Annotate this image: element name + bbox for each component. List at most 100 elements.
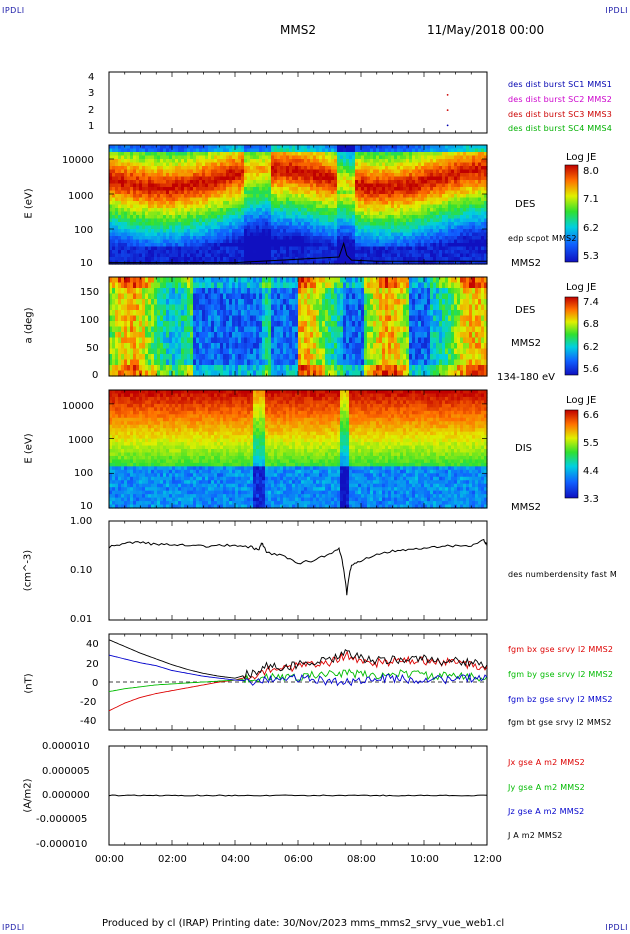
footer-credit: Produced by cl (IRAP) Printing date: 30/… xyxy=(102,918,505,929)
xtick-0800: 08:00 xyxy=(347,854,376,865)
p2-ytick-100: 100 xyxy=(74,225,94,236)
p5-legend: des numberdensity fast M xyxy=(508,570,617,579)
p1-frame xyxy=(108,71,488,134)
p4-colorbar-tick-2: 4.4 xyxy=(583,466,599,477)
corner-mark-top-right: IPDLI xyxy=(605,6,628,15)
p7-ytick-0: 0.000010 xyxy=(42,741,90,752)
p3-ytick-150: 150 xyxy=(80,287,100,298)
p4-sc: MMS2 xyxy=(511,502,541,513)
corner-mark-bottom-left: IPDLI xyxy=(2,923,25,932)
p2-colorbar-tick-2: 6.2 xyxy=(583,223,599,234)
dis-energy-spectrogram xyxy=(109,390,488,509)
p7-ylabel: (A/m2) xyxy=(22,778,34,813)
p6-legend-by: fgm by gse srvy l2 MMS2 xyxy=(508,670,614,679)
p7-legend-jy: Jy gse A m2 MMS2 xyxy=(508,783,585,792)
p2-colorbar-title: Log JE xyxy=(566,152,597,163)
p7-legend-j: J A m2 MMS2 xyxy=(508,831,563,840)
xtick-0200: 02:00 xyxy=(158,854,187,865)
p5-ytick-01: 0.10 xyxy=(70,565,93,576)
p6-legend-bt: fgm bt gse srvy l2 MMS2 xyxy=(508,718,612,727)
p7-ytick-3: -0.000005 xyxy=(36,814,88,825)
p7-legend-jz: Jz gse A m2 MMS2 xyxy=(508,807,585,816)
p3-colorbar-tick-1: 6.8 xyxy=(583,319,599,330)
p4-ylabel: E (eV) xyxy=(23,433,35,464)
burst-marker-1 xyxy=(446,109,449,112)
p3-colorbar xyxy=(564,296,579,376)
p2-colorbar-tick-1: 7.1 xyxy=(583,194,599,205)
p1-ytick-1: 1 xyxy=(88,121,95,132)
p4-ytick-10000: 10000 xyxy=(62,401,94,412)
p2-ytick-10000: 10000 xyxy=(62,155,94,166)
date-time: 11/May/2018 00:00 xyxy=(427,23,545,37)
p5-ytick-001: 0.01 xyxy=(70,614,93,625)
p2-overlay-label: edp scpot MMS2 xyxy=(508,234,577,243)
p2-colorbar-tick-0: 8.0 xyxy=(583,166,599,177)
p3-ylabel: a (deg) xyxy=(23,307,35,344)
xtick-1000: 10:00 xyxy=(410,854,439,865)
p4-colorbar-tick-0: 6.6 xyxy=(583,410,599,421)
p3-colorbar-title: Log JE xyxy=(566,282,597,293)
p5-ylabel: (cm^-3) xyxy=(22,549,34,592)
p1-ytick-2: 2 xyxy=(88,105,95,116)
p4-colorbar-title: Log JE xyxy=(566,395,597,406)
spacecraft-title: MMS2 xyxy=(280,23,316,37)
p6-ytick-m40: -40 xyxy=(80,716,97,727)
p3-instrument: DES xyxy=(515,305,536,316)
p2-ytick-10: 10 xyxy=(80,258,93,269)
p1-legend-mms3: des dist burst SC3 MMS3 xyxy=(508,110,613,119)
p2-colorbar xyxy=(564,164,579,263)
p4-ytick-10: 10 xyxy=(80,501,93,512)
burst-marker-2 xyxy=(446,124,449,127)
bfield-line-0 xyxy=(108,650,488,712)
scpot-line xyxy=(109,241,487,264)
p6-legend-bz: fgm bz gse srvy l2 MMS2 xyxy=(508,695,613,704)
p1-ytick-3: 3 xyxy=(88,88,95,99)
p5-frame xyxy=(108,520,488,621)
p6-ytick-20: 20 xyxy=(86,659,99,670)
p4-ytick-1000: 1000 xyxy=(68,435,94,446)
p4-colorbar-tick-1: 5.5 xyxy=(583,438,599,449)
xtick-1200: 12:00 xyxy=(473,854,502,865)
current-line xyxy=(108,794,488,797)
p4-ytick-100: 100 xyxy=(74,468,94,479)
p6-ytick-40: 40 xyxy=(86,639,99,650)
p6-legend-bx: fgm bx gse srvy l2 MMS2 xyxy=(508,645,614,654)
p2-instrument: DES xyxy=(515,199,536,210)
p1-legend-mms4: des dist burst SC4 MMS4 xyxy=(508,124,613,133)
p3-sc: MMS2 xyxy=(511,338,541,349)
p7-legend-jx: Jx gse A m2 MMS2 xyxy=(508,758,585,767)
des-pitch-angle-spectrogram xyxy=(109,277,488,377)
p2-ytick-1000: 1000 xyxy=(68,191,94,202)
bfield-line-2 xyxy=(108,654,488,687)
p1-legend-mms1: des dist burst SC1 MMS1 xyxy=(508,80,613,89)
p6-ylabel: (nT) xyxy=(23,673,35,694)
p3-colorbar-tick-3: 5.6 xyxy=(583,364,599,375)
p5-ytick-1: 1.00 xyxy=(70,516,93,527)
corner-mark-bottom-right: IPDLI xyxy=(605,923,628,932)
bfield-line-3 xyxy=(108,639,488,680)
p4-colorbar xyxy=(564,409,579,499)
p2-ylabel: E (eV) xyxy=(23,188,35,219)
p3-colorbar-tick-0: 7.4 xyxy=(583,297,599,308)
p6-ytick-m20: -20 xyxy=(80,697,97,708)
p7-ytick-4: -0.000010 xyxy=(36,839,88,850)
p3-ytick-100: 100 xyxy=(80,315,100,326)
p3-energy-range: 134-180 eV xyxy=(497,372,555,383)
xtick-0000: 00:00 xyxy=(95,854,124,865)
p7-ytick-2: 0.000000 xyxy=(42,790,90,801)
p3-colorbar-tick-2: 6.2 xyxy=(583,342,599,353)
des-energy-spectrogram xyxy=(109,145,488,265)
burst-marker-0 xyxy=(446,93,449,96)
p2-colorbar-tick-3: 5.3 xyxy=(583,251,599,262)
corner-mark-top-left: IPDLI xyxy=(2,6,25,15)
p1-legend-mms2: des dist burst SC2 MMS2 xyxy=(508,95,613,104)
p4-colorbar-tick-3: 3.3 xyxy=(583,494,599,505)
p6-ytick-0: 0 xyxy=(92,678,99,689)
p4-instrument: DIS xyxy=(515,443,532,454)
xtick-0600: 06:00 xyxy=(284,854,313,865)
p3-ytick-50: 50 xyxy=(86,343,99,354)
xtick-0400: 04:00 xyxy=(221,854,250,865)
bfield-line-1 xyxy=(108,668,488,693)
p2-sc: MMS2 xyxy=(511,258,541,269)
